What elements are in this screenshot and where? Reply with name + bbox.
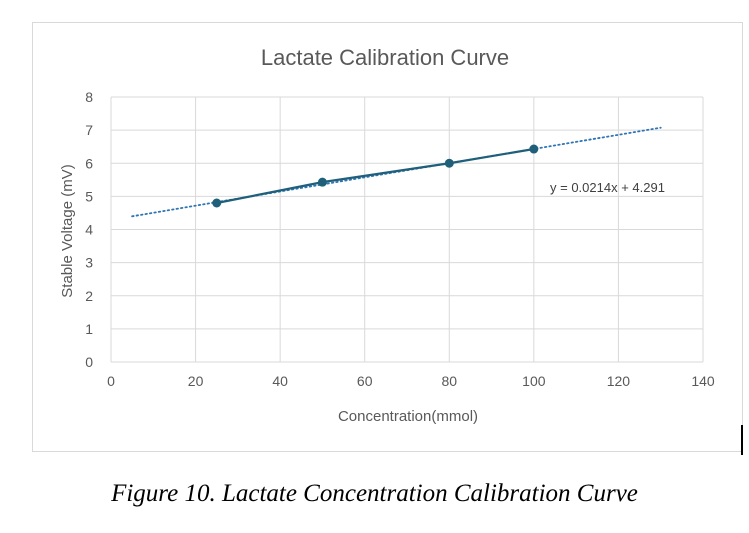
trendline-equation: y = 0.0214x + 4.291 xyxy=(550,180,665,195)
x-tick-label: 140 xyxy=(691,373,715,389)
series-line xyxy=(216,147,535,205)
y-tick-label: 6 xyxy=(85,155,93,171)
x-tick-label: 0 xyxy=(107,373,115,389)
y-tick-label: 8 xyxy=(85,89,93,105)
y-tick-label: 4 xyxy=(85,222,93,238)
x-tick-label: 120 xyxy=(607,373,631,389)
x-axis-title: Concentration(mmol) xyxy=(338,408,478,425)
y-tick-label: 2 xyxy=(85,288,93,304)
data-point xyxy=(529,144,539,154)
chart-area: Lactate Calibration Curve 0 20 40 60 80 100 12… xyxy=(32,22,743,452)
x-tick-label: 20 xyxy=(188,373,204,389)
data-point xyxy=(317,177,327,187)
chart-title: Lactate Calibration Curve xyxy=(261,45,509,70)
data-point xyxy=(444,158,454,168)
y-axis-title: Stable Voltage (mV) xyxy=(59,164,76,297)
x-tick-label: 40 xyxy=(272,373,288,389)
y-tick-label: 7 xyxy=(85,122,93,138)
x-tick-label: 60 xyxy=(357,373,373,389)
data-point xyxy=(212,198,222,208)
edge-marker xyxy=(741,425,743,455)
y-tick-label: 5 xyxy=(85,188,93,204)
calibration-chart: Lactate Calibration Curve 0 20 40 60 80 100 12… xyxy=(59,45,715,425)
figure-caption: Figure 10. Lactate Concentration Calibra… xyxy=(111,480,638,507)
y-tick-label: 0 xyxy=(85,354,93,370)
y-tick-label: 3 xyxy=(85,255,93,271)
x-tick-label: 80 xyxy=(441,373,457,389)
y-tick-label: 1 xyxy=(85,321,93,337)
x-tick-label: 100 xyxy=(522,373,546,389)
